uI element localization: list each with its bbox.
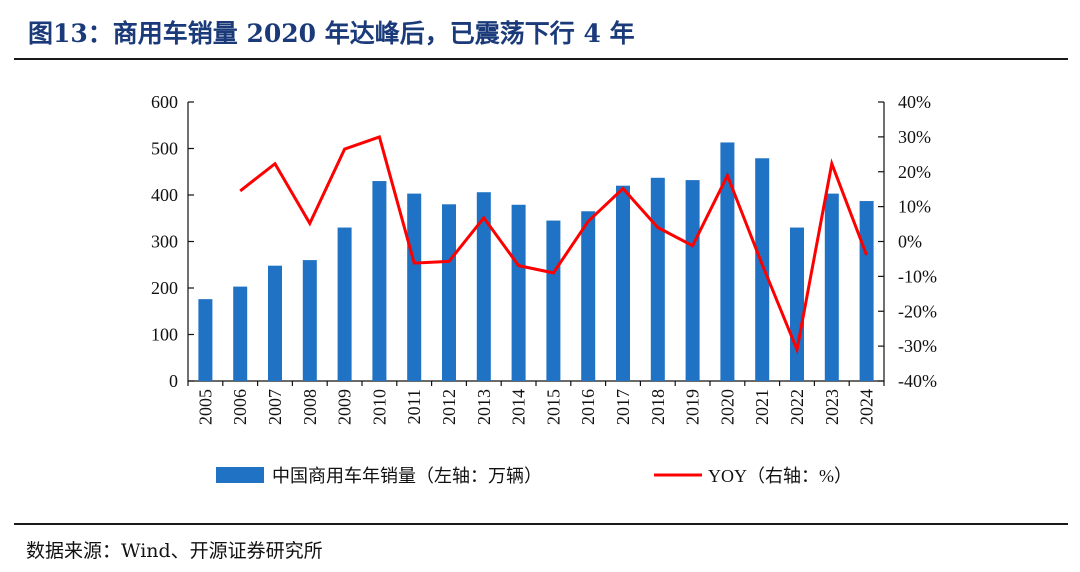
bar — [442, 204, 456, 381]
bar — [546, 220, 561, 381]
x-tick-label: 2006 — [230, 389, 250, 425]
bar — [302, 260, 317, 381]
bar — [824, 193, 839, 381]
x-tick-label: 2016 — [578, 389, 598, 425]
right-tick-label: -40% — [898, 371, 937, 391]
right-tick-label: 20% — [898, 162, 931, 182]
bar — [859, 201, 874, 381]
x-tick-label: 2021 — [752, 389, 772, 425]
left-tick-label: 500 — [151, 139, 178, 159]
x-tick-label: 2020 — [717, 389, 737, 425]
x-tick-label: 2010 — [369, 389, 389, 425]
left-tick-label: 200 — [151, 278, 178, 298]
bottom-divider — [14, 523, 1068, 525]
right-tick-label: 0% — [898, 232, 922, 252]
bar — [233, 286, 248, 381]
right-tick-label: 40% — [898, 92, 931, 112]
bar — [720, 142, 735, 381]
legend-label-line: YOY（右轴：%） — [708, 466, 852, 486]
chart-title: 图13：商用车销量 2020 年达峰后，已震荡下行 4 年 — [28, 19, 635, 48]
legend-swatch-bar — [216, 467, 264, 483]
left-tick-label: 0 — [169, 371, 178, 391]
x-tick-label: 2012 — [439, 389, 459, 425]
x-tick-label: 2014 — [509, 389, 529, 425]
x-tick-label: 2009 — [335, 389, 355, 425]
left-tick-label: 400 — [151, 185, 178, 205]
right-tick-label: 10% — [898, 197, 931, 217]
x-tick-label: 2019 — [683, 389, 703, 425]
x-tick-label: 2022 — [787, 389, 807, 425]
right-tick-label: -20% — [898, 301, 937, 321]
x-tick-label: 2015 — [543, 389, 563, 425]
left-tick-label: 300 — [151, 232, 178, 252]
yoy-line — [239, 134, 869, 355]
source-note: 数据来源：Wind、开源证券研究所 — [26, 540, 323, 562]
top-divider — [14, 58, 1068, 60]
bar — [476, 192, 491, 381]
x-tick-label: 2018 — [648, 389, 668, 425]
x-tick-label: 2023 — [822, 389, 842, 425]
left-tick-label: 100 — [151, 325, 178, 345]
right-tick-label: -10% — [898, 266, 937, 286]
right-tick-label: 30% — [898, 127, 931, 147]
x-tick-label: 2008 — [300, 389, 320, 425]
bar — [685, 180, 700, 381]
bar — [581, 211, 596, 381]
bar — [337, 227, 352, 381]
x-tick-label: 2017 — [613, 389, 633, 425]
x-tick-label: 2024 — [857, 389, 877, 425]
bar — [407, 193, 422, 381]
x-tick-label: 2007 — [265, 389, 285, 425]
chart: 0 100 200 300 400 500 600 -40% -30% -20% -10% 0% 10%… — [151, 92, 937, 486]
bar — [511, 204, 526, 381]
bar — [790, 227, 804, 381]
x-tick-label: 2011 — [404, 389, 424, 424]
bar — [372, 181, 387, 381]
x-tick-label: 2005 — [195, 389, 215, 425]
right-tick-label: -30% — [898, 336, 937, 356]
left-tick-label: 600 — [151, 92, 178, 112]
bar — [198, 299, 213, 381]
bar — [616, 185, 630, 381]
bar — [650, 177, 665, 381]
legend-label-bar: 中国商用车年销量（左轴：万辆） — [272, 466, 542, 486]
bar — [268, 265, 282, 381]
x-tick-label: 2013 — [474, 389, 494, 425]
bar — [755, 158, 770, 381]
